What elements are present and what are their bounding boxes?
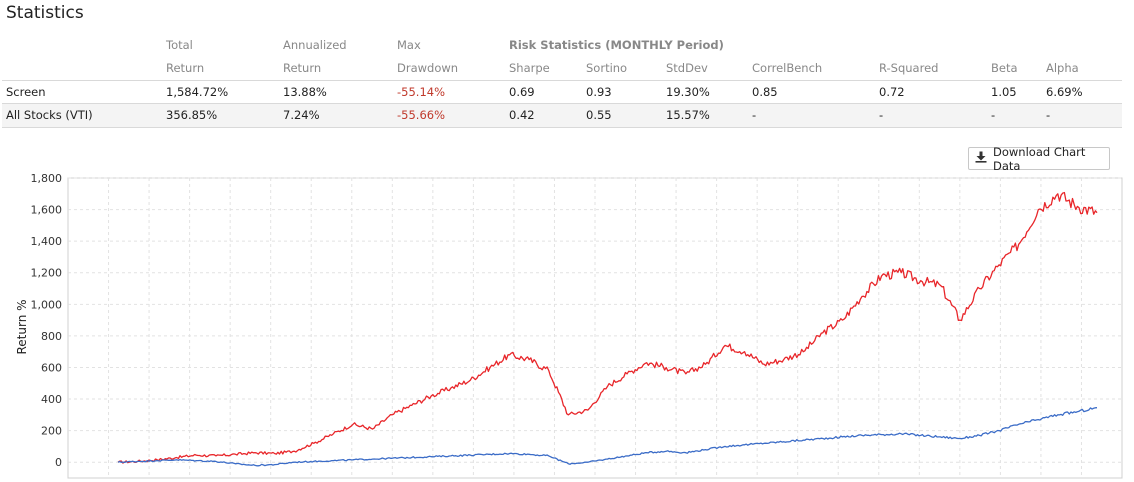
table-cell: 0.93 <box>582 80 662 104</box>
header-cell: Return <box>279 56 393 81</box>
table-cell: 7.24% <box>279 103 393 128</box>
table-cell: All Stocks (VTI) <box>2 103 162 128</box>
y-tick-label: 1,400 <box>31 235 63 248</box>
table-cell: -55.14% <box>393 80 505 104</box>
series-line-screen <box>117 191 1098 464</box>
table-cell: -55.66% <box>393 103 505 128</box>
header-cell: Annualized <box>283 37 347 52</box>
return-chart: 0 200 400 600 800 1,000 1,200 1,400 1,600 1,800 R… <box>15 172 1123 479</box>
y-tick-label: 800 <box>41 330 62 343</box>
header-cell: Alpha <box>1042 56 1122 81</box>
table-cell: - <box>748 103 875 128</box>
y-tick-label: 600 <box>41 361 62 374</box>
risk-statistics-header: Risk Statistics (MONTHLY Period) <box>509 37 724 52</box>
header-cell: Drawdown <box>393 56 505 81</box>
table-cell: 19.30% <box>662 80 748 104</box>
table-cell: 0.69 <box>505 80 582 104</box>
table-row: All Stocks (VTI) 356.85% 7.24% -55.66% 0… <box>2 103 1122 128</box>
header-cell: CorrelBench <box>748 56 875 81</box>
table-cell: 6.69% <box>1042 80 1122 104</box>
header-cell: Beta <box>987 56 1042 81</box>
y-tick-label: 400 <box>41 393 62 406</box>
table-cell: 15.57% <box>662 103 748 128</box>
download-button-label: Download Chart Data <box>993 144 1086 173</box>
chart-series <box>117 191 1098 467</box>
header-row-2: Return Return Drawdown Sharpe Sortino St… <box>2 56 1122 81</box>
table-cell: - <box>987 103 1042 128</box>
series-line-benchmark <box>117 407 1098 467</box>
y-tick-label: 1,000 <box>31 298 63 311</box>
header-row-1: Total Annualized Max Risk Statistics (MO… <box>2 33 1122 57</box>
table-cell: - <box>1042 103 1122 128</box>
header-cell <box>2 56 162 81</box>
table-cell: - <box>875 103 987 128</box>
table-cell: 0.72 <box>875 80 987 104</box>
download-chart-data-button[interactable]: Download Chart Data <box>968 144 1110 173</box>
table-cell: 0.55 <box>582 103 662 128</box>
header-cell: Sortino <box>582 56 662 81</box>
y-tick-label: 1,200 <box>31 267 63 280</box>
y-tick-label: 0 <box>55 456 62 469</box>
y-tick-label: 1,800 <box>31 172 63 185</box>
y-axis-ticks: 0 200 400 600 800 1,000 1,200 1,400 1,600 1,800 <box>31 172 63 469</box>
table-row: Screen 1,584.72% 13.88% -55.14% 0.69 0.9… <box>2 80 1122 104</box>
table-cell: 1.05 <box>987 80 1042 104</box>
table-cell: 0.85 <box>748 80 875 104</box>
page-title: Statistics <box>6 3 84 23</box>
statistics-table: Total Annualized Max Risk Statistics (MO… <box>2 33 1122 128</box>
y-tick-label: 1,600 <box>31 204 63 217</box>
chart-grid <box>67 177 1123 479</box>
header-cell <box>2 33 162 57</box>
table-cell: 1,584.72% <box>162 80 279 104</box>
header-cell: Sharpe <box>505 56 582 81</box>
table-cell: 0.42 <box>505 103 582 128</box>
header-cell: Total <box>166 37 193 52</box>
header-cell: Max <box>397 37 421 52</box>
header-cell: Return <box>162 56 279 81</box>
download-icon <box>975 151 987 166</box>
y-tick-label: 200 <box>41 425 62 438</box>
table-cell: 356.85% <box>162 103 279 128</box>
y-axis-title: Return % <box>15 299 29 354</box>
table-cell: 13.88% <box>279 80 393 104</box>
header-cell: StdDev <box>662 56 748 81</box>
table-cell: Screen <box>2 80 162 104</box>
header-cell: R-Squared <box>875 56 987 81</box>
